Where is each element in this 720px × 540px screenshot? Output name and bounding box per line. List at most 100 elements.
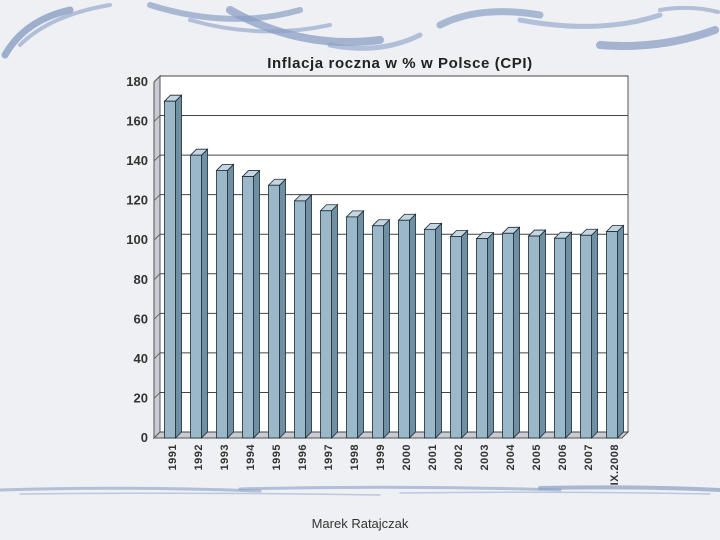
bar-side	[175, 94, 182, 439]
x-tick-label: 1999	[375, 444, 387, 470]
bar	[553, 231, 573, 439]
bar-front	[528, 235, 540, 439]
bar-front	[502, 232, 514, 439]
slide-footer: Marek Ratajczak	[311, 516, 409, 531]
x-tick-label: 1992	[193, 444, 205, 470]
bar-side	[279, 178, 286, 439]
gridline-side	[153, 194, 161, 202]
bar-front	[424, 228, 436, 439]
x-tick-label: 2005	[531, 444, 543, 470]
bar	[449, 229, 469, 439]
bars	[163, 94, 625, 439]
bar-front	[164, 100, 176, 439]
x-tick-label: 1995	[271, 444, 283, 470]
bar-side	[513, 226, 520, 439]
y-tick-label: 180	[126, 74, 148, 89]
bar	[371, 218, 391, 439]
x-tick-label: 2002	[453, 444, 465, 470]
bar-front	[320, 210, 332, 439]
bar-side	[331, 203, 338, 439]
bar-side	[565, 231, 572, 439]
x-tick-label: 2000	[401, 444, 413, 470]
y-tick-label: 20	[134, 390, 148, 405]
x-tick-label: 2003	[479, 444, 491, 470]
bar-side	[409, 213, 416, 439]
bar	[345, 209, 365, 439]
x-tick-label: 1993	[219, 444, 231, 470]
bar	[423, 222, 443, 439]
bar-side	[539, 229, 546, 439]
x-tick-label: 1998	[349, 444, 361, 470]
x-tick-label: 2007	[583, 444, 595, 470]
bar	[319, 203, 339, 439]
bar	[397, 213, 417, 439]
bar	[241, 169, 261, 439]
bar	[293, 193, 313, 439]
bar-side	[487, 231, 494, 439]
bar-side	[383, 218, 390, 439]
bar	[475, 231, 495, 439]
bar-side	[253, 169, 260, 439]
y-tick-label: 100	[126, 232, 148, 247]
y-tick-label: 40	[134, 351, 148, 366]
bar-front	[476, 238, 488, 439]
y-tick-label: 80	[134, 272, 148, 287]
gridline-side	[153, 273, 161, 281]
bar	[501, 226, 521, 439]
bar-side	[591, 228, 598, 439]
bar-front	[294, 200, 306, 439]
gridlines	[153, 75, 628, 439]
bar-front	[242, 176, 254, 439]
bar-side	[357, 209, 364, 439]
gridline-side	[153, 392, 161, 399]
y-tick-label: 160	[126, 114, 148, 129]
plot-side-wall	[153, 74, 161, 440]
bar-front	[346, 216, 358, 439]
x-tick-label: 2004	[505, 444, 517, 471]
bar-side	[305, 193, 312, 439]
bar-front	[190, 154, 202, 439]
gridline-side	[153, 352, 161, 360]
bar-front	[580, 234, 592, 439]
bar	[267, 178, 287, 439]
bar	[215, 163, 235, 439]
x-tick-label: 1996	[297, 444, 309, 470]
x-tick-label: 2001	[427, 444, 439, 470]
x-tick-label: 2006	[557, 444, 569, 470]
bar	[163, 94, 183, 439]
y-tick-label: 120	[126, 193, 148, 208]
decorative-swirl-top	[1, 2, 720, 59]
gridline-side	[153, 115, 161, 122]
bar-front	[606, 231, 618, 439]
decorative-swirl-bottom	[0, 485, 720, 496]
gridline-side	[153, 75, 161, 83]
y-tick-label: 140	[126, 153, 148, 168]
x-tick-label: 1994	[245, 444, 257, 471]
bar-front	[398, 219, 410, 439]
y-tick-label: 0	[141, 430, 148, 445]
x-axis-ticks: 1991 1992 1993 1994 1995 1996 1997 1998 1999 2000…	[167, 444, 621, 486]
bar	[189, 148, 209, 439]
gridline-side	[153, 312, 161, 320]
bar-front	[268, 184, 280, 439]
y-tick-label: 60	[134, 311, 148, 326]
x-tick-label: IX.2008	[609, 444, 621, 485]
bar-front	[450, 236, 462, 439]
plot-background	[159, 75, 629, 433]
gridline-side	[153, 431, 161, 439]
bar-side	[435, 222, 442, 439]
bar	[579, 228, 599, 439]
bar-side	[201, 148, 208, 439]
x-tick-label: 1991	[167, 444, 179, 470]
bar-side	[617, 224, 624, 439]
bar-side	[461, 229, 468, 439]
gridline-side	[153, 233, 161, 241]
bar-front	[216, 170, 228, 439]
bar	[605, 224, 625, 439]
x-tick-label: 1997	[323, 444, 335, 470]
y-axis-ticks: 0 20 40 60 80 100 120 140 160 180	[126, 74, 148, 445]
chart-title: Inflacja roczna w % w Polsce (CPI)	[267, 55, 532, 72]
bar	[527, 229, 547, 439]
gridline-side	[153, 154, 161, 162]
